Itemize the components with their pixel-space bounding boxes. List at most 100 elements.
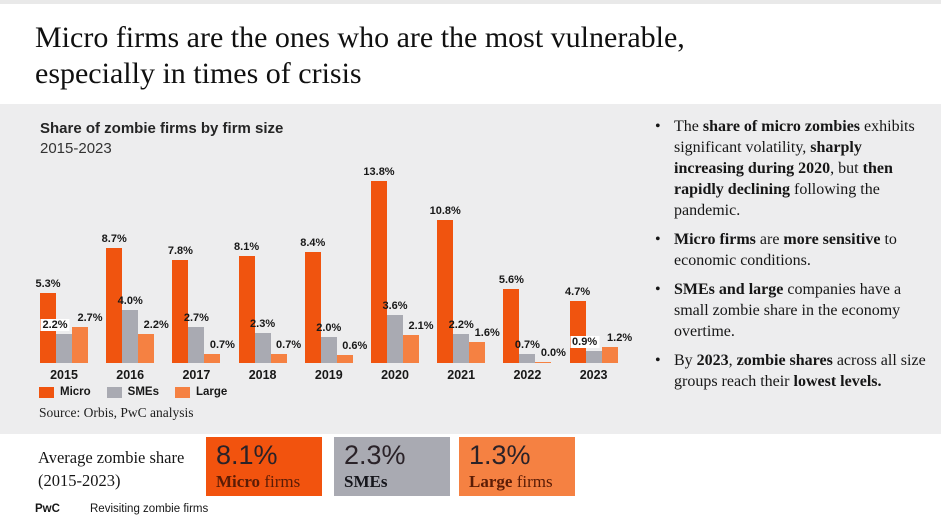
bar-label-smes-2020: 3.6%: [382, 300, 408, 312]
summary-label-bold: Micro: [216, 472, 261, 491]
bar-smes-2016: [122, 310, 139, 363]
chart-source: Source: Orbis, PwC analysis: [39, 405, 194, 420]
chart-legend: Micro SMEs Large: [39, 386, 227, 398]
bar-label-large-2017: 0.7%: [209, 339, 235, 351]
bullet-text-segment: across all size groups reach their: [674, 352, 926, 390]
insight-bullet-2: Micro firms are more sensitive to econom…: [653, 229, 935, 271]
bullet-text-segment: exhibits significant volatility,: [674, 118, 915, 156]
bullet-text-segment: 2023: [696, 352, 729, 369]
summary-box-micro: 8.1% Micro firms: [206, 437, 322, 496]
bar-smes-2022: [519, 354, 536, 363]
bar-large-2018: [270, 354, 287, 363]
x-axis-label-2020: 2020: [381, 368, 409, 382]
bullet-text-segment: The: [674, 118, 703, 135]
bar-large-2019: [336, 355, 353, 363]
legend-label-smes: SMEs: [127, 386, 159, 398]
bar-label-smes-2022: 0.7%: [514, 339, 540, 351]
bar-micro-2017: [172, 260, 189, 363]
x-axis-label-2015: 2015: [50, 368, 78, 382]
bar-micro-2020: [371, 181, 387, 363]
bar-label-smes-2021: 2.2%: [448, 319, 474, 331]
bar-label-smes-2017: 2.7%: [183, 312, 209, 324]
average-share-label-line1: Average zombie share: [38, 448, 185, 467]
x-axis-label-2018: 2018: [248, 368, 277, 382]
bar-label-large-2018: 0.7%: [276, 339, 302, 351]
bar-label-micro-2022: 5.6%: [498, 274, 524, 286]
page-title-line1: Micro firms are the ones who are the mos…: [35, 21, 685, 54]
legend-label-large: Large: [196, 386, 228, 398]
summary-value-large: 1.3%: [469, 440, 531, 470]
summary-label-rest: firms: [512, 472, 553, 491]
bullet-text-segment: companies have a small zombie share in t…: [674, 281, 902, 340]
bullet-text-segment: then rapidly declining: [674, 160, 893, 198]
summary-value-smes: 2.3%: [344, 440, 406, 470]
page-title: Micro firms are the ones who are the mos…: [35, 20, 895, 92]
insight-bullet-1: The share of micro zombies exhibits sign…: [653, 116, 935, 221]
x-axis-label-2019: 2019: [314, 368, 343, 382]
bar-smes-2019: [320, 337, 337, 363]
top-divider: [0, 0, 941, 4]
average-share-label: Average zombie share (2015-2023): [38, 446, 184, 492]
bar-label-large-2021: 1.6%: [474, 327, 500, 339]
bar-micro-2016: [106, 248, 123, 363]
summary-value-micro: 8.1%: [216, 440, 278, 470]
summary-label-micro: Micro firms: [216, 472, 300, 492]
bar-smes-2018: [254, 333, 271, 363]
summary-label-bold: SMEs: [344, 472, 388, 491]
legend-label-micro: Micro: [60, 386, 91, 398]
bar-label-micro-2018: 8.1%: [234, 241, 260, 253]
bar-large-2021: [469, 342, 486, 363]
bar-micro-2019: [304, 252, 321, 363]
bar-smes-2017: [188, 327, 205, 363]
bar-plot: 5.3% 8.7% 7.8% 8.1% 8.4% 13.8% 10.8% 5.6% 4.7% 2.…: [28, 160, 640, 382]
bullet-text-segment: share of micro zombies: [702, 118, 861, 135]
bullet-text-segment: , but: [830, 160, 863, 177]
bar-smes-2021: [453, 334, 470, 363]
summary-box-large: 1.3% Large firms: [459, 437, 575, 496]
page-title-line2: especially in times of crisis: [35, 57, 362, 90]
legend-swatch-micro: [39, 386, 54, 398]
content-panel: Share of zombie firms by firm size 2015-…: [0, 104, 941, 434]
footer-doc-title: Revisiting zombie firms: [90, 503, 209, 515]
bar-label-large-2023: 1.2%: [607, 332, 633, 344]
bar-micro-2023: [569, 301, 586, 363]
footer-brand: PwC: [35, 503, 60, 515]
bar-label-micro-2021: 10.8%: [429, 205, 461, 217]
bar-label-large-2019: 0.6%: [342, 340, 368, 352]
summary-label-smes: SMEs: [344, 472, 387, 492]
average-share-label-line2: (2015-2023): [38, 471, 121, 490]
bar-large-2016: [138, 334, 155, 363]
bullet-text-segment: lowest levels.: [793, 373, 882, 390]
bullet-text-segment: are: [755, 231, 784, 248]
summary-label-large: Large firms: [469, 472, 553, 492]
bar-micro-2022: [503, 289, 520, 363]
insight-bullet-3: SMEs and large companies have a small zo…: [653, 279, 935, 342]
bar-label-micro-2015: 5.3%: [35, 278, 61, 290]
bar-smes-2023: [585, 351, 602, 363]
x-axis-label-2017: 2017: [182, 368, 211, 382]
bar-smes-2020: [387, 315, 403, 363]
bullet-text-segment: Micro firms: [674, 231, 756, 248]
bar-label-micro-2023: 4.7%: [565, 286, 591, 298]
x-axis-label-2021: 2021: [447, 368, 476, 382]
bar-micro-2018: [238, 256, 255, 363]
bar-label-micro-2020: 13.8%: [363, 166, 395, 178]
bar-large-2023: [601, 347, 618, 363]
bullet-text-segment: following the pandemic.: [674, 181, 880, 219]
legend-item-micro: Micro: [39, 386, 91, 398]
bullet-text-segment: sharply increasing during 2020: [674, 139, 862, 177]
bullet-text-segment: ,: [728, 352, 737, 369]
bar-label-large-2022: 0.0%: [540, 347, 566, 359]
bar-label-large-2015: 2.7%: [77, 312, 103, 324]
summary-box-smes: 2.3% SMEs: [334, 437, 450, 496]
chart-subtitle: 2015-2023: [40, 140, 112, 157]
summary-label-bold: Large: [469, 472, 513, 491]
bullet-text-segment: more sensitive: [783, 231, 881, 248]
chart-title: Share of zombie firms by firm size: [40, 120, 284, 137]
bar-large-2017: [204, 354, 221, 363]
bar-large-2020: [403, 335, 419, 363]
insight-bullet-4: By 2023, zombie shares across all size g…: [653, 350, 935, 392]
bar-label-smes-2018: 2.3%: [250, 318, 276, 330]
bar-label-smes-2016: 4.0%: [117, 295, 143, 307]
legend-item-large: Large: [175, 386, 227, 398]
